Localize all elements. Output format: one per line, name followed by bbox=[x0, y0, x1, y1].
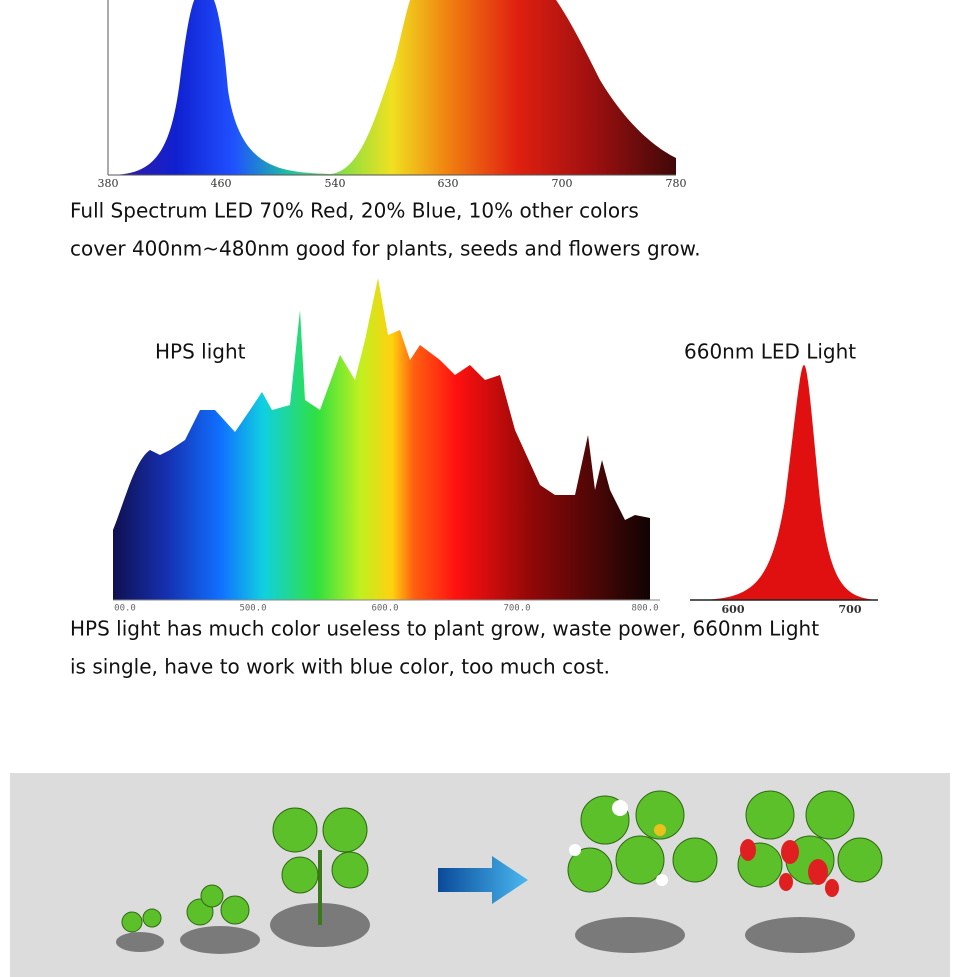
hps-label: HPS light bbox=[155, 340, 246, 364]
hps-spectrum bbox=[113, 278, 650, 600]
hps-axis-labels: 00.0 500.0 600.0 700.0 800.0 bbox=[114, 604, 658, 614]
caption: cover 400nm~480nm good for plants, seeds… bbox=[70, 237, 701, 261]
axis-label: 700 bbox=[839, 603, 862, 616]
axis-label: 780 bbox=[666, 177, 687, 190]
axis-label: 380 bbox=[98, 177, 119, 190]
axis-labels: 380 460 540 630 700 780 bbox=[98, 177, 687, 190]
axis-label: 700 bbox=[552, 177, 573, 190]
axis-label: 600.0 bbox=[371, 604, 398, 614]
caption: is single, have to work with blue color,… bbox=[70, 655, 610, 679]
spectrum-area bbox=[108, 0, 676, 175]
axis-label: 700.0 bbox=[503, 604, 530, 614]
axis-label: 630 bbox=[438, 177, 459, 190]
plant-growth-illustration bbox=[116, 790, 883, 954]
axis-label: 540 bbox=[325, 177, 346, 190]
axis-label: 460 bbox=[211, 177, 232, 190]
caption: Full Spectrum LED 70% Red, 20% Blue, 10%… bbox=[70, 199, 639, 223]
axis-label: 800.0 bbox=[631, 604, 658, 614]
axis-label: 600 bbox=[722, 603, 745, 616]
led-label: 660nm LED Light bbox=[684, 340, 856, 364]
led-spectrum bbox=[690, 365, 878, 600]
caption: HPS light has much color useless to plan… bbox=[70, 617, 819, 641]
axis-label: 00.0 bbox=[114, 604, 136, 614]
axis-label: 500.0 bbox=[239, 604, 266, 614]
